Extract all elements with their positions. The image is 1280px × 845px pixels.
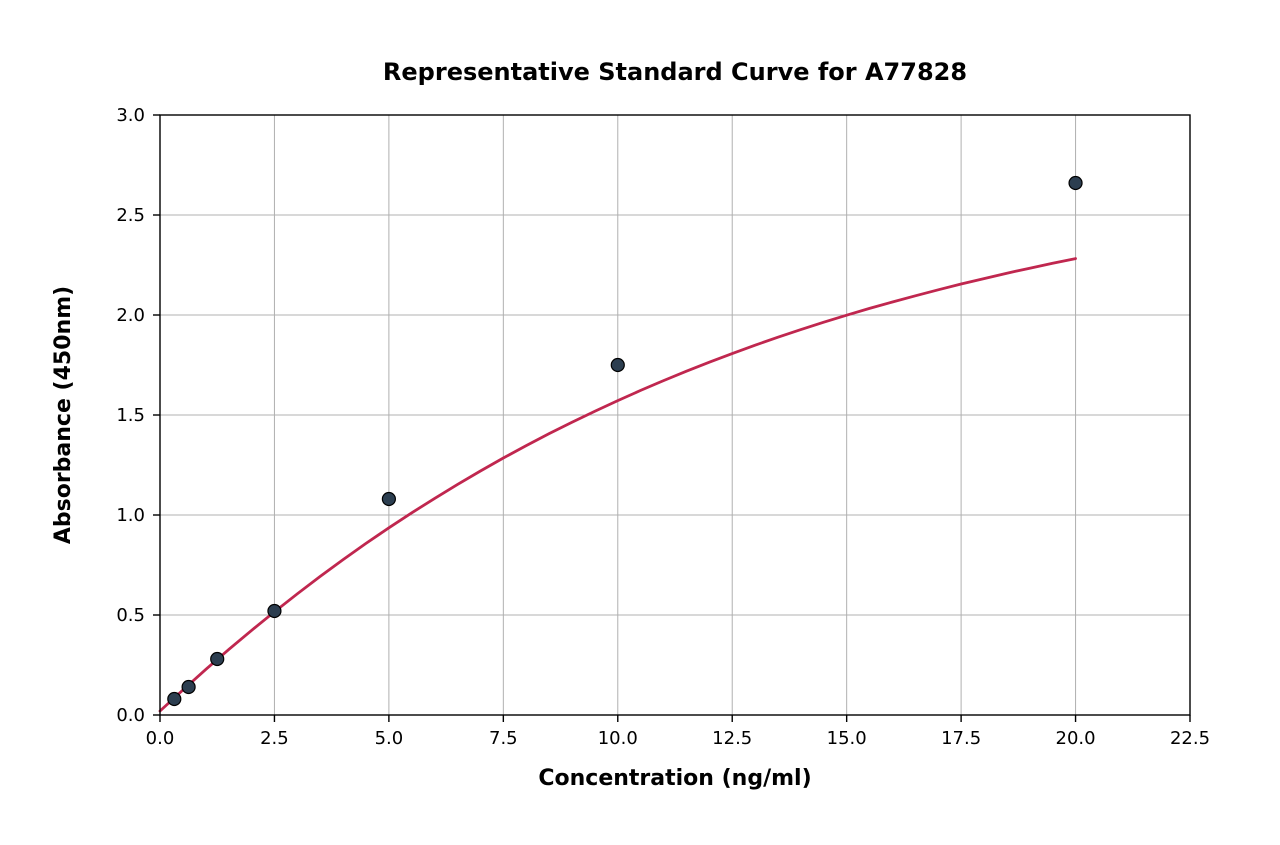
x-axis-label: Concentration (ng/ml) (538, 766, 811, 791)
standard-curve-chart: 0.0 2.5 5.0 7.5 10.0 12.5 15.0 17.5 20.0 22.5 0.0 0… (0, 0, 1280, 845)
y-tick-label: 2.0 (116, 305, 145, 326)
x-tick-label: 10.0 (598, 728, 638, 749)
y-tick-label: 2.5 (116, 205, 145, 226)
data-point (1069, 177, 1082, 190)
x-tick-label: 0.0 (146, 728, 175, 749)
x-tick-label: 5.0 (375, 728, 404, 749)
x-tick-label: 22.5 (1170, 728, 1210, 749)
data-point (611, 359, 624, 372)
data-point (382, 493, 395, 506)
x-tick-label: 20.0 (1056, 728, 1096, 749)
y-tick-label: 3.0 (116, 105, 145, 126)
data-point (168, 693, 181, 706)
y-tick-label: 1.0 (116, 505, 145, 526)
y-tick-label: 0.0 (116, 705, 145, 726)
data-point (182, 681, 195, 694)
x-tick-label: 17.5 (941, 728, 981, 749)
y-axis-label: Absorbance (450nm) (51, 286, 76, 544)
y-tick-label: 1.5 (116, 405, 145, 426)
x-tick-label: 15.0 (827, 728, 867, 749)
x-tick-label: 2.5 (260, 728, 289, 749)
x-tick-label: 7.5 (489, 728, 518, 749)
data-point (268, 605, 281, 618)
y-tick-label: 0.5 (116, 605, 145, 626)
chart-container: 0.0 2.5 5.0 7.5 10.0 12.5 15.0 17.5 20.0 22.5 0.0 0… (0, 0, 1280, 845)
x-tick-label: 12.5 (712, 728, 752, 749)
data-point (211, 653, 224, 666)
chart-title: Representative Standard Curve for A77828 (383, 58, 967, 86)
chart-bg (0, 0, 1280, 845)
